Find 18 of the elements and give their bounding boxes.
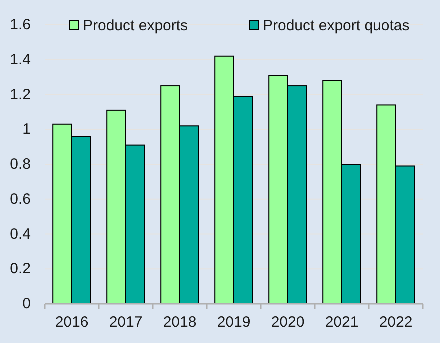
x-tick-label: 2018 bbox=[163, 314, 197, 331]
x-tick-label: 2019 bbox=[217, 314, 251, 331]
x-tick-label: 2020 bbox=[271, 314, 305, 331]
x-tick-label: 2022 bbox=[379, 314, 413, 331]
y-tick-label: 1.2 bbox=[10, 86, 31, 104]
y-tick-label: 1.4 bbox=[10, 51, 31, 68]
y-tick-label: 0.4 bbox=[10, 226, 31, 243]
y-tick-label: 0.8 bbox=[10, 156, 31, 173]
y-tick-label: 0.2 bbox=[10, 260, 31, 278]
y-tick-label: 0.6 bbox=[10, 190, 31, 208]
legend-label: Product exports bbox=[83, 18, 188, 34]
y-tick-label: 0 bbox=[22, 296, 31, 312]
x-tick-label: 2017 bbox=[109, 314, 143, 331]
y-tick-label: 1 bbox=[22, 121, 31, 138]
legend-label: Product export quotas bbox=[263, 18, 410, 34]
y-tick-label: 1.6 bbox=[10, 16, 31, 34]
x-tick-label: 2021 bbox=[325, 314, 359, 331]
x-tick-label: 2016 bbox=[55, 314, 89, 331]
